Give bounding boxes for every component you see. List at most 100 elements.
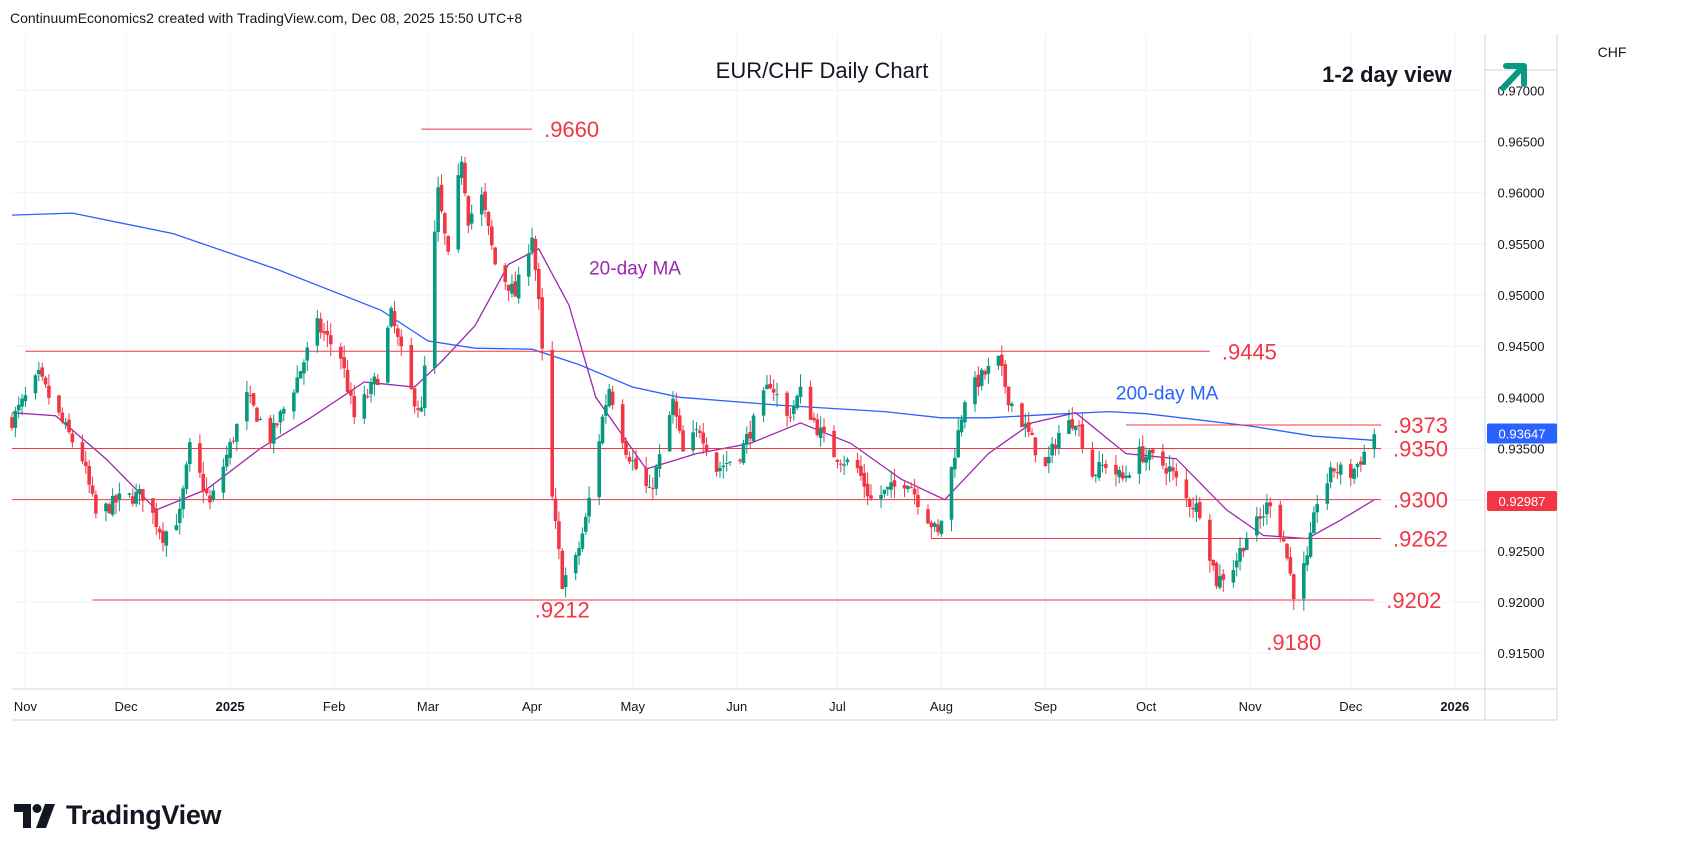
- x-tick-label: Jul: [829, 699, 846, 714]
- y-tick-label: 0.94000: [1498, 390, 1545, 405]
- candle-body: [369, 382, 373, 395]
- candle-body: [1211, 559, 1216, 566]
- candle-body: [466, 196, 471, 226]
- candle-body: [1070, 419, 1075, 429]
- candle-body: [439, 184, 444, 212]
- candle-body: [1043, 457, 1048, 467]
- candle-body: [1067, 420, 1071, 434]
- axis-layer: 0.97000 0.96500 0.96000 0.95500 0.95000 0.945…: [12, 34, 1558, 721]
- candle-body: [188, 442, 192, 465]
- candle-body: [1073, 425, 1078, 431]
- candle-body: [1191, 507, 1195, 510]
- candle-body: [902, 485, 907, 489]
- candle-body: [33, 375, 38, 394]
- candle-body: [1332, 468, 1336, 472]
- candle-body: [865, 483, 870, 497]
- annotation-label: 200-day MA: [1116, 383, 1219, 404]
- candle-body: [349, 390, 353, 396]
- candle-body: [671, 398, 675, 416]
- candle-body: [201, 473, 206, 491]
- candle-body: [560, 550, 565, 590]
- ma200-layer: [11, 212, 1375, 441]
- tradingview-brand[interactable]: TradingView: [14, 800, 222, 831]
- candle-body: [926, 509, 930, 524]
- candle-body: [634, 458, 638, 470]
- candle-body: [1194, 503, 1199, 512]
- candle-body: [305, 347, 310, 361]
- chart-title: EUR/CHF Daily Chart: [716, 58, 929, 83]
- candle-body: [912, 488, 917, 495]
- candle-body: [761, 390, 766, 416]
- candle-body: [812, 417, 816, 421]
- candle-body: [1000, 354, 1004, 366]
- candle-body: [1164, 468, 1169, 474]
- candle-body: [16, 404, 21, 411]
- candle-body: [127, 493, 132, 495]
- level-label: .9660: [544, 117, 599, 142]
- candle-body: [953, 457, 957, 470]
- candle-body: [436, 187, 440, 233]
- candle-body: [1312, 512, 1316, 534]
- candle-body: [235, 424, 239, 442]
- candle-body: [677, 415, 682, 431]
- candle-body: [459, 161, 464, 179]
- candle-body: [1308, 532, 1313, 557]
- candle-body: [271, 422, 276, 444]
- tradingview-wordmark: TradingView: [66, 800, 222, 830]
- candle-body: [916, 494, 920, 507]
- candle-body: [698, 430, 702, 433]
- candle-body: [1288, 557, 1293, 574]
- candle-body: [573, 555, 578, 574]
- candle-body: [1218, 576, 1222, 588]
- candle-body: [258, 418, 263, 420]
- candle-body: [281, 408, 286, 414]
- x-tick-label: Nov: [14, 699, 38, 714]
- candle-body: [278, 411, 283, 423]
- candle-body: [469, 213, 474, 224]
- candle-body: [604, 405, 608, 416]
- candle-body: [610, 391, 615, 406]
- candle-body: [1359, 461, 1363, 465]
- candle-body: [1315, 504, 1320, 513]
- x-tick-label: Oct: [1136, 699, 1157, 714]
- candle-body: [275, 423, 279, 426]
- candle-body: [20, 398, 24, 407]
- candle-body: [164, 531, 169, 546]
- candle-body: [909, 487, 914, 489]
- candle-body: [973, 377, 977, 405]
- candle-body: [906, 485, 910, 490]
- candle-body: [1174, 471, 1179, 478]
- candle-body: [416, 408, 420, 410]
- candle-body: [37, 369, 41, 375]
- candle-body: [318, 318, 323, 333]
- candle-body: [130, 496, 135, 504]
- candle-body: [47, 385, 51, 398]
- candle-body: [557, 521, 561, 550]
- level-layer: .9660 .9445 .9373.9350 .9300 .9262 .9202: [12, 117, 1448, 613]
- candle-body: [13, 410, 18, 428]
- candle-body: [409, 344, 414, 389]
- candle-body: [506, 284, 511, 291]
- level-label: .9262: [1393, 527, 1448, 552]
- candle-body: [751, 415, 756, 442]
- level-label: .9350: [1393, 436, 1448, 461]
- candle-body: [795, 395, 799, 409]
- candle-body: [681, 430, 685, 452]
- candle-body: [838, 463, 843, 465]
- candle-body: [1265, 502, 1269, 515]
- candle-body: [114, 495, 118, 503]
- candle-body: [1325, 483, 1330, 504]
- candle-body: [328, 335, 333, 345]
- up-right-arrow-icon: [1500, 63, 1527, 91]
- candle-body: [513, 281, 518, 297]
- candle-body: [882, 489, 887, 495]
- candle-body: [815, 419, 820, 436]
- candle-body: [1187, 498, 1192, 508]
- candle-body: [412, 388, 417, 407]
- level-label: .9373: [1393, 413, 1448, 438]
- candle-body: [1328, 467, 1333, 483]
- candle-body: [432, 231, 437, 368]
- candle-body: [1010, 403, 1014, 406]
- candle-body: [936, 524, 940, 533]
